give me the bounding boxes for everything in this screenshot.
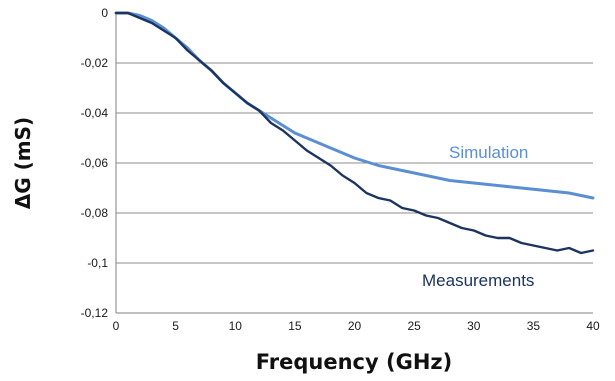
x-tick-labels: 0 5 10 15 20 25 30 35 40 [113,319,600,333]
y-tick-label: -0,06 [81,156,109,170]
y-tick-label: -0,1 [87,256,108,270]
series-label-simulation: Simulation [449,143,528,162]
series-label-measurements: Measurements [422,271,534,290]
y-tick-label: -0,02 [81,56,109,70]
x-tick-label: 40 [586,319,600,333]
x-tick-label: 25 [407,319,421,333]
x-axis-title: Frequency (GHz) [256,350,452,374]
y-axis-title: ΔG (mS) [11,117,35,209]
y-tick-label: -0,08 [81,206,109,220]
x-tick-label: 20 [348,319,362,333]
x-tick-label: 30 [467,319,481,333]
y-tick-label: -0,04 [81,106,109,120]
x-tick-label: 35 [527,319,541,333]
x-tick-label: 10 [229,319,243,333]
series-lines [114,11,595,255]
x-tick-label: 5 [172,319,179,333]
x-tick-label: 15 [288,319,302,333]
grid-lines [116,62,593,264]
x-tick-label: 0 [113,319,120,333]
y-tick-label: 0 [101,6,108,20]
y-tick-label: -0,12 [81,306,109,320]
series-line-measurements [114,11,595,255]
y-tick-labels: 0 -0,02 -0,04 -0,06 -0,08 -0,1 -0,12 [81,6,109,320]
